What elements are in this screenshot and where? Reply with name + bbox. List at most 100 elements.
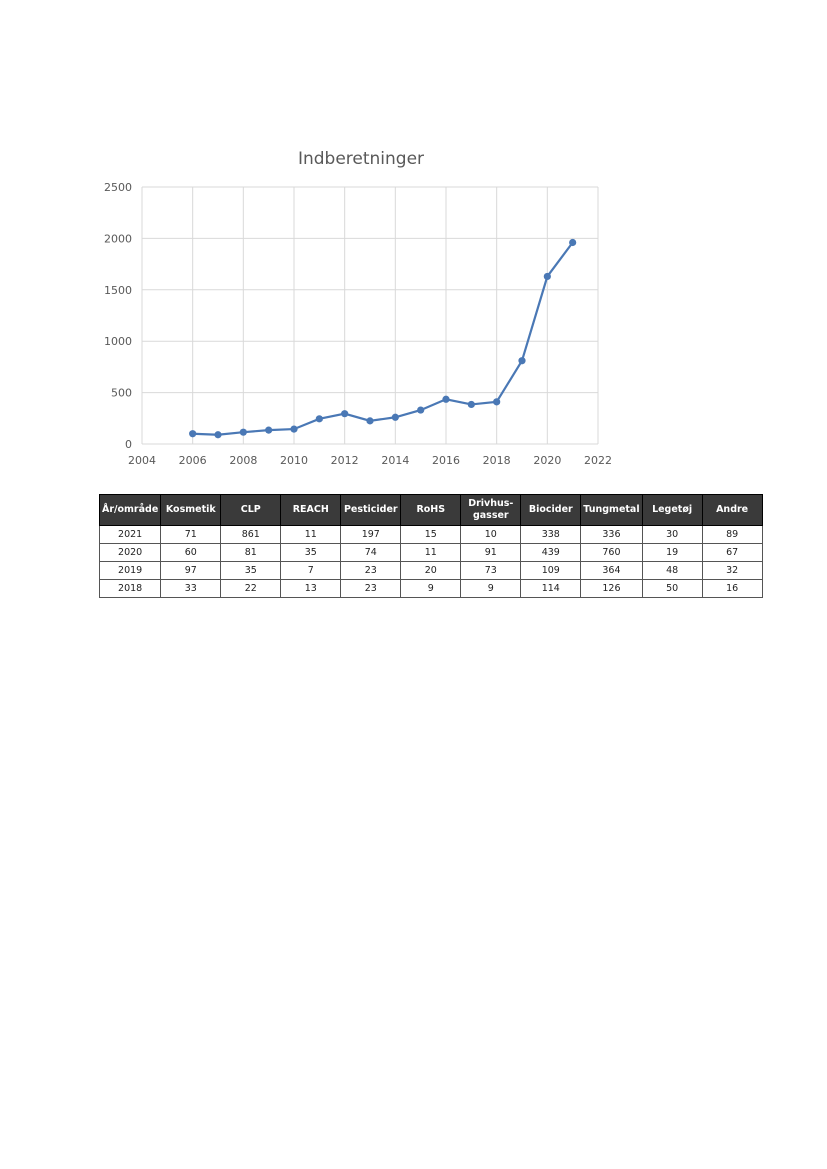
- table-cell: 114: [520, 579, 582, 598]
- table-cell: 20: [400, 561, 462, 580]
- column-header: Legetøj: [641, 494, 703, 526]
- table-cell: 126: [580, 579, 643, 598]
- table-cell: 23: [340, 561, 402, 580]
- table-row: 2021 71 861 11 197 15 10 338 336 30 89: [98, 525, 763, 544]
- table-cell: 50: [641, 579, 703, 598]
- y-tick-label: 500: [111, 387, 132, 400]
- data-point: [442, 395, 450, 403]
- y-tick-label: 2000: [104, 232, 132, 245]
- table-row: 2018 33 22 13 23 9 9 114 126 50 16: [98, 579, 763, 598]
- table-cell: 9: [460, 579, 522, 598]
- table-cell: 9: [400, 579, 462, 598]
- column-header: Andre: [701, 494, 763, 526]
- table-cell: 197: [340, 525, 402, 544]
- table-cell: 19: [641, 543, 703, 562]
- table-cell: 35: [220, 561, 282, 580]
- x-tick-label: 2014: [381, 454, 409, 467]
- table-header-row: År/område Kosmetik CLP REACH Pesticider RoHS D…: [98, 494, 763, 526]
- data-point: [341, 410, 349, 418]
- data-point: [290, 425, 298, 433]
- column-header: Tungmetal: [580, 494, 643, 526]
- data-point: [214, 431, 222, 439]
- table-cell: 73: [460, 561, 522, 580]
- table-cell: 23: [340, 579, 402, 598]
- column-header: Drivhus-gasser: [460, 494, 522, 526]
- table-cell: 97: [160, 561, 222, 580]
- table-cell: 48: [641, 561, 703, 580]
- table-cell: 11: [280, 525, 342, 544]
- table-cell: 67: [701, 543, 763, 562]
- data-point: [315, 415, 323, 423]
- y-axis-ticks: 0 500 1000 1500 2000 2500: [104, 181, 132, 451]
- table-cell: 10: [460, 525, 522, 544]
- table-cell: 2018: [98, 579, 162, 598]
- column-header: Pesticider: [340, 494, 402, 526]
- table-cell: 22: [220, 579, 282, 598]
- table-row: 2019 97 35 7 23 20 73 109 364 48 32: [98, 561, 763, 580]
- table-cell: 30: [641, 525, 703, 544]
- column-header: REACH: [280, 494, 342, 526]
- data-table: År/område Kosmetik CLP REACH Pesticider RoHS D…: [98, 494, 763, 598]
- table-cell: 760: [580, 543, 643, 562]
- chart-title: Indberetninger: [298, 149, 424, 169]
- x-tick-label: 2022: [584, 454, 612, 467]
- table-cell: 91: [460, 543, 522, 562]
- data-point: [569, 238, 577, 247]
- column-header: År/område: [98, 494, 162, 526]
- data-point: [265, 426, 273, 434]
- column-header: CLP: [220, 494, 282, 526]
- data-point: [518, 357, 526, 365]
- table-cell: 74: [340, 543, 402, 562]
- x-tick-label: 2018: [483, 454, 511, 467]
- table-cell: 16: [701, 579, 763, 598]
- data-point: [493, 398, 501, 406]
- table-cell: 439: [520, 543, 582, 562]
- table-cell: 81: [220, 543, 282, 562]
- line-chart: Indberetninger 0 500 1000 1500 2000 2500 2004…: [104, 149, 612, 467]
- table-cell: 15: [400, 525, 462, 544]
- column-header: Kosmetik: [160, 494, 222, 526]
- table-cell: 2019: [98, 561, 162, 580]
- table-cell: 338: [520, 525, 582, 544]
- table-cell: 2021: [98, 525, 162, 544]
- table-cell: 861: [220, 525, 282, 544]
- table-cell: 33: [160, 579, 222, 598]
- x-tick-label: 2012: [331, 454, 359, 467]
- table-row: 2020 60 81 35 74 11 91 439 760 19 67: [98, 543, 763, 562]
- data-point: [417, 406, 425, 414]
- x-tick-label: 2008: [229, 454, 257, 467]
- chart-grid: [141, 186, 599, 445]
- y-tick-label: 2500: [104, 181, 132, 194]
- y-tick-label: 1500: [104, 284, 132, 297]
- table-cell: 364: [580, 561, 643, 580]
- table-cell: 336: [580, 525, 643, 544]
- data-point: [239, 428, 247, 436]
- table-cell: 89: [701, 525, 763, 544]
- y-tick-label: 1000: [104, 335, 132, 348]
- table-cell: 32: [701, 561, 763, 580]
- x-tick-label: 2016: [432, 454, 460, 467]
- data-point: [391, 413, 399, 421]
- column-header: Biocider: [520, 494, 582, 526]
- table-cell: 11: [400, 543, 462, 562]
- table-cell: 13: [280, 579, 342, 598]
- table-cell: 109: [520, 561, 582, 580]
- x-axis-ticks: 2004 2006 2008 2010 2012 2014 2016 2018 2020 2022: [128, 454, 612, 467]
- x-tick-label: 2004: [128, 454, 156, 467]
- table-cell: 7: [280, 561, 342, 580]
- table-cell: 71: [160, 525, 222, 544]
- x-tick-label: 2010: [280, 454, 308, 467]
- data-point: [366, 417, 374, 425]
- table-cell: 60: [160, 543, 222, 562]
- table-cell: 2020: [98, 543, 162, 562]
- x-tick-label: 2020: [533, 454, 561, 467]
- table-cell: 35: [280, 543, 342, 562]
- y-tick-label: 0: [125, 438, 132, 451]
- column-header: RoHS: [400, 494, 462, 526]
- data-point: [467, 400, 475, 409]
- data-point: [189, 430, 197, 438]
- table-body: 2021 71 861 11 197 15 10 338 336 30 89 2020 60 81 35 74…: [98, 525, 763, 598]
- series-line: [189, 238, 577, 439]
- series-polyline: [192, 241, 574, 436]
- data-point: [543, 272, 551, 281]
